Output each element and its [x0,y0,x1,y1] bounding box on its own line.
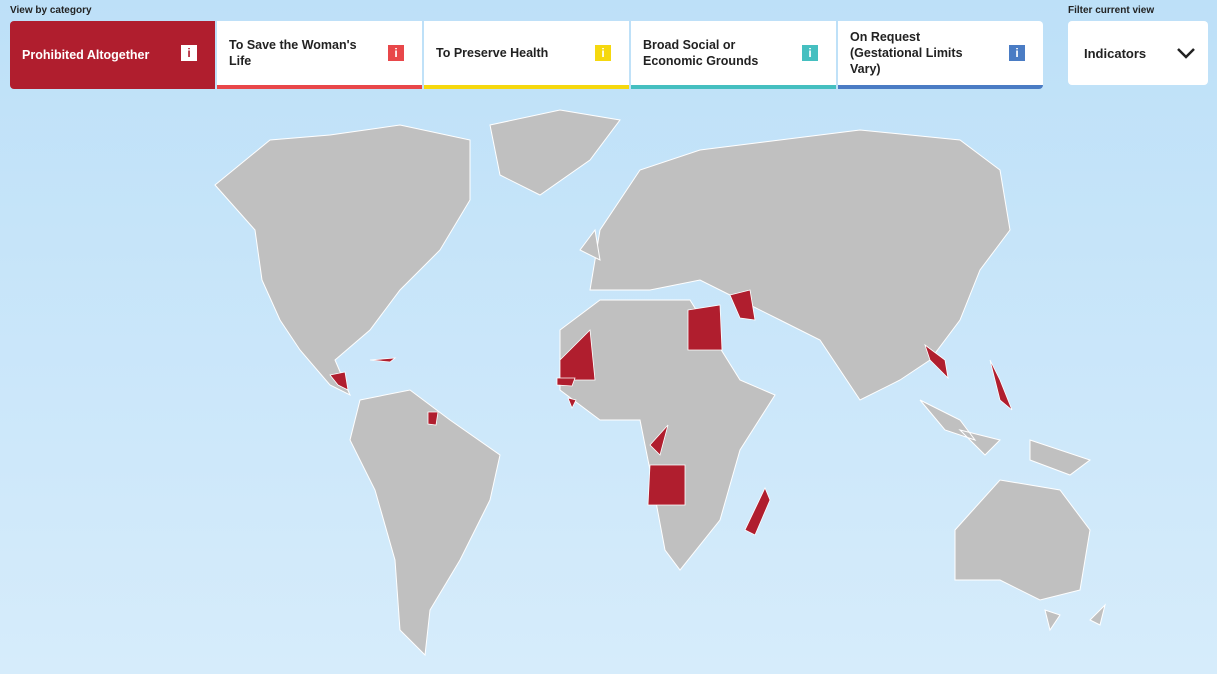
category-tab[interactable]: To Save the Woman's Life i [217,21,422,89]
category-tab[interactable]: Prohibited Altogether i [10,21,215,89]
prohibited-countries [329,289,1013,536]
tab-label: On Request (Gestational Limits Vary) [850,30,963,76]
world-map [214,109,1106,657]
info-icon[interactable]: i [1009,45,1025,61]
filter-label: Filter current view [1068,5,1155,16]
tab-label: To Save the Woman's Life [229,38,357,68]
category-tab[interactable]: To Preserve Health i [424,21,629,89]
info-icon[interactable]: i [388,45,404,61]
land [214,109,1106,657]
category-tab[interactable]: On Request (Gestational Limits Vary) i [838,21,1043,89]
info-icon[interactable]: i [595,45,611,61]
chevron [1177,48,1195,59]
dropdown-label: Indicators [1084,45,1147,61]
view-label: View by category [10,5,92,16]
tab-label: Prohibited Altogether [22,48,150,62]
indicators-dropdown[interactable]: Indicators [1068,21,1208,85]
info-icon[interactable]: i [802,45,818,61]
tab-label: Broad Social or Economic Grounds [643,38,759,68]
category-tab[interactable]: Broad Social or Economic Grounds i [631,21,836,89]
tab-label: To Preserve Health [436,46,549,60]
info-icon[interactable]: i [181,45,197,61]
